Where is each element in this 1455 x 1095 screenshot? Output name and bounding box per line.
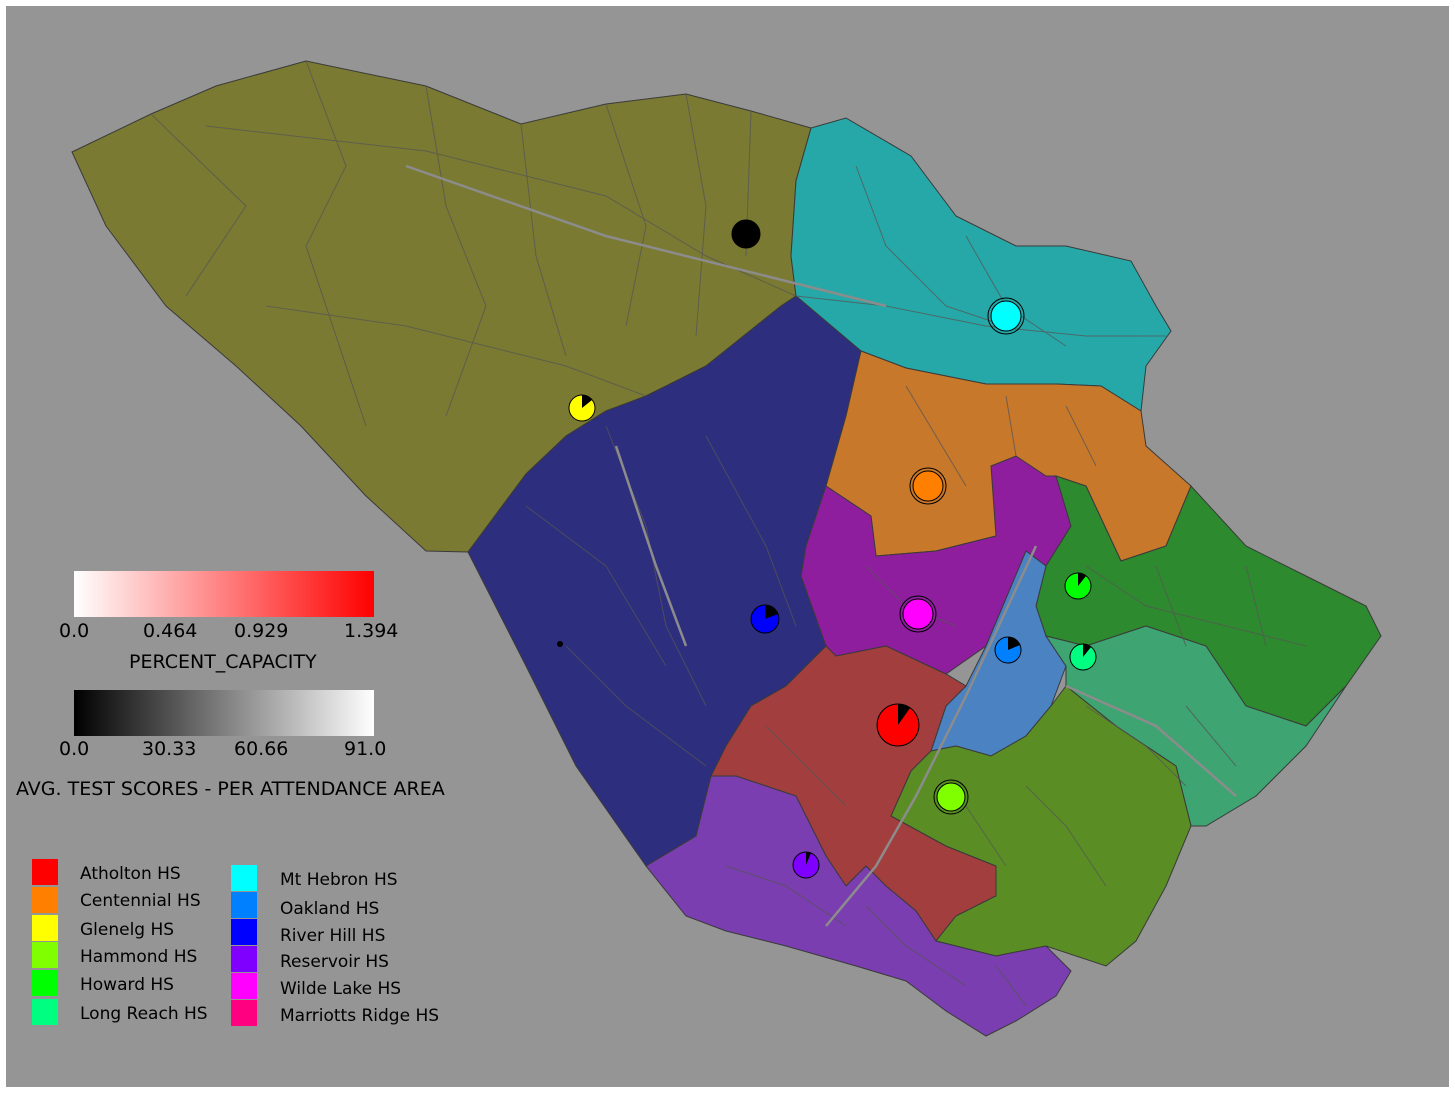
- label-centennial: Centennial HS: [80, 891, 201, 911]
- swatch-glenelg: [32, 915, 58, 941]
- scores-legend-title: AVG. TEST SCORES - PER ATTENDANCE AREA: [16, 778, 445, 800]
- capacity-legend-title: PERCENT_CAPACITY: [129, 651, 317, 673]
- marker-wilde-lake[interactable]: [902, 598, 934, 630]
- label-atholton: Atholton HS: [80, 864, 181, 884]
- marker-wilde-lake-outer: [899, 595, 937, 633]
- map-frame: 0.0 0.464 0.929 1.394 PERCENT_CAPACITY 0…: [6, 6, 1449, 1087]
- label-hammond: Hammond HS: [80, 947, 198, 967]
- marker-hammond-outer: [933, 779, 969, 815]
- marker-river-hill-slice: [765, 605, 778, 619]
- region-reservoir[interactable]: [645, 775, 1072, 1037]
- point-marker: [557, 641, 563, 647]
- marker-atholton-slice: [898, 704, 910, 725]
- marker-mt-hebron-outer: [987, 297, 1025, 335]
- capacity-tick-1: 0.464: [143, 620, 198, 642]
- highways: [405, 164, 1237, 927]
- marker-hammond[interactable]: [936, 782, 966, 812]
- capacity-tick-3: 1.394: [344, 620, 399, 642]
- label-river-hill: River Hill HS: [280, 926, 386, 946]
- capacity-color-ramp: [74, 571, 374, 617]
- swatch-reservoir: [231, 946, 257, 972]
- scores-tick-2: 60.66: [234, 738, 289, 760]
- swatch-oakland: [231, 892, 257, 918]
- swatch-marriotts-ridge: [231, 1000, 257, 1026]
- marker-mt-hebron[interactable]: [990, 300, 1022, 332]
- swatch-mt-hebron: [231, 865, 257, 891]
- road-lines: [150, 60, 1307, 1007]
- attendance-area-map[interactable]: [6, 6, 1449, 1087]
- capacity-tick-2: 0.929: [234, 620, 289, 642]
- scores-tick-1: 30.33: [142, 738, 197, 760]
- swatch-wilde-lake: [231, 973, 257, 999]
- swatch-hammond: [32, 942, 58, 968]
- scores-tick-0: 0.0: [59, 738, 90, 760]
- label-wilde-lake: Wilde Lake HS: [280, 979, 402, 999]
- marker-oakland-slice: [1008, 637, 1020, 650]
- marker-centennial-outer: [909, 467, 947, 505]
- scores-tick-3: 91.0: [344, 738, 387, 760]
- marker-reservoir-slice: [806, 852, 811, 865]
- capacity-tick-0: 0.0: [59, 620, 90, 642]
- swatch-howard: [32, 970, 58, 996]
- marker-glenelg-slice: [582, 395, 592, 408]
- marker-long-reach-slice: [1083, 644, 1091, 657]
- swatch-centennial: [32, 887, 58, 913]
- region-hammond[interactable]: [890, 685, 1192, 967]
- label-mt-hebron: Mt Hebron HS: [280, 870, 398, 890]
- swatch-river-hill: [231, 919, 257, 945]
- marker-centennial[interactable]: [912, 470, 944, 502]
- label-howard: Howard HS: [80, 975, 174, 995]
- marker-howard-slice: [1078, 573, 1086, 586]
- swatch-long-reach: [32, 999, 58, 1025]
- label-glenelg: Glenelg HS: [80, 920, 175, 940]
- scores-color-ramp: [74, 690, 374, 736]
- label-long-reach: Long Reach HS: [80, 1004, 208, 1024]
- capacity-markers: [557, 219, 1097, 879]
- swatch-atholton: [32, 859, 58, 885]
- label-reservoir: Reservoir HS: [280, 952, 389, 972]
- label-marriotts-ridge: Marriotts Ridge HS: [280, 1006, 440, 1026]
- marker-marriotts-ridge[interactable]: [731, 219, 761, 249]
- label-oakland: Oakland HS: [280, 899, 380, 919]
